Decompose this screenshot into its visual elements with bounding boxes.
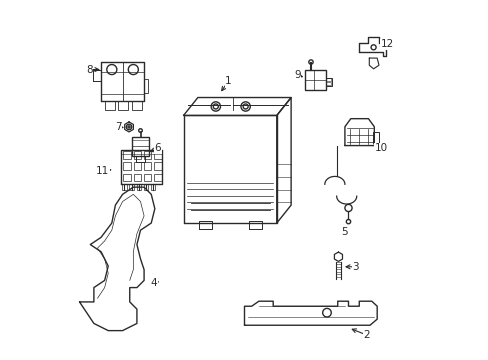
Text: 4: 4 (150, 278, 157, 288)
Text: 6: 6 (154, 143, 161, 153)
Text: 5: 5 (341, 227, 347, 237)
Bar (325, 78, 331, 86)
Text: 3: 3 (352, 262, 358, 272)
Bar (372, 132, 378, 143)
Text: 1: 1 (224, 76, 231, 86)
Bar (133, 174, 141, 181)
Bar (133, 151, 141, 159)
Bar (154, 162, 162, 170)
Bar (136, 156, 144, 162)
Bar (129, 184, 133, 190)
Bar (132, 101, 142, 110)
Bar (123, 151, 131, 159)
Bar (325, 82, 330, 85)
Text: 9: 9 (294, 70, 300, 80)
Bar (154, 151, 162, 159)
Bar (143, 184, 148, 190)
Bar (154, 174, 162, 181)
Bar (133, 162, 141, 170)
Bar (118, 101, 128, 110)
Bar (136, 184, 141, 190)
Bar (143, 151, 151, 159)
Text: 10: 10 (374, 143, 387, 153)
Text: 2: 2 (363, 330, 369, 340)
Bar (123, 162, 131, 170)
Bar (144, 80, 148, 93)
Bar (122, 184, 126, 190)
Bar (123, 174, 131, 181)
Bar (304, 70, 325, 90)
Bar (104, 101, 115, 110)
Bar (151, 184, 155, 190)
Text: 12: 12 (380, 40, 393, 49)
Bar (143, 162, 151, 170)
Bar (143, 174, 151, 181)
Text: 8: 8 (86, 64, 93, 75)
Text: 11: 11 (96, 166, 109, 176)
Text: 7: 7 (115, 122, 122, 132)
Bar (325, 78, 330, 81)
Bar (132, 137, 149, 156)
